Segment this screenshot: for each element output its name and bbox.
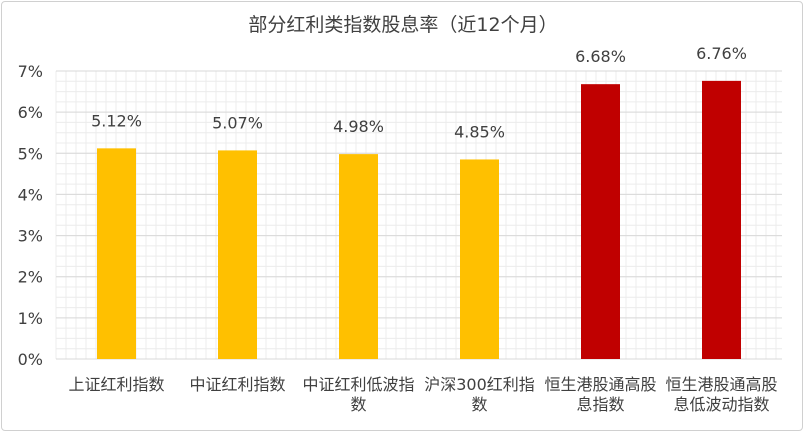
data-label: 6.76%: [696, 44, 747, 63]
bar: [460, 159, 499, 359]
category-label: 数: [350, 395, 366, 414]
y-tick-label: 4%: [18, 185, 43, 204]
x-axis: 上证红利指数 中证红利指数 中证红利低波指数沪深300红利指数恒生港股通高股息指数恒…: [68, 375, 777, 414]
bar: [702, 80, 741, 360]
grid: [55, 70, 782, 360]
bar: [97, 148, 136, 359]
category-label: 中证红利低波指: [302, 375, 414, 394]
y-tick-label: 0%: [18, 350, 43, 369]
category-label: 数: [471, 395, 487, 414]
category-label: 息指数: [576, 395, 624, 414]
y-tick-label: 2%: [18, 268, 43, 287]
category-label: 息低波动指数: [673, 395, 769, 414]
data-label: 4.98%: [333, 117, 384, 136]
y-axis: 0% 1% 2% 3% 4% 5% 6% 7%: [18, 62, 43, 369]
y-tick-label: 6%: [18, 103, 43, 122]
category-label: 沪深300红利指: [424, 375, 535, 394]
category-label: 恒生港股通高股: [665, 375, 777, 394]
category-label: 中证红利指数: [189, 375, 285, 394]
y-tick-label: 5%: [18, 144, 43, 163]
y-tick-label: 3%: [18, 227, 43, 246]
y-tick-label: 7%: [18, 62, 43, 81]
data-labels: 5.12% 5.07% 4.98% 4.85% 6.68% 6.76%: [91, 44, 747, 142]
chart-title: 部分红利类指数股息率（近12个月）: [248, 14, 557, 36]
category-label: 恒生港股通高股: [544, 375, 656, 394]
bars: [97, 80, 741, 360]
y-tick-label: 1%: [18, 309, 43, 328]
category-label: 上证红利指数: [68, 375, 164, 394]
bar: [581, 84, 620, 359]
bar: [339, 154, 378, 359]
data-label: 4.85%: [454, 122, 505, 141]
data-label: 6.68%: [575, 47, 626, 66]
bar: [218, 150, 257, 359]
data-label: 5.12%: [91, 111, 142, 130]
data-label: 5.07%: [212, 113, 263, 132]
